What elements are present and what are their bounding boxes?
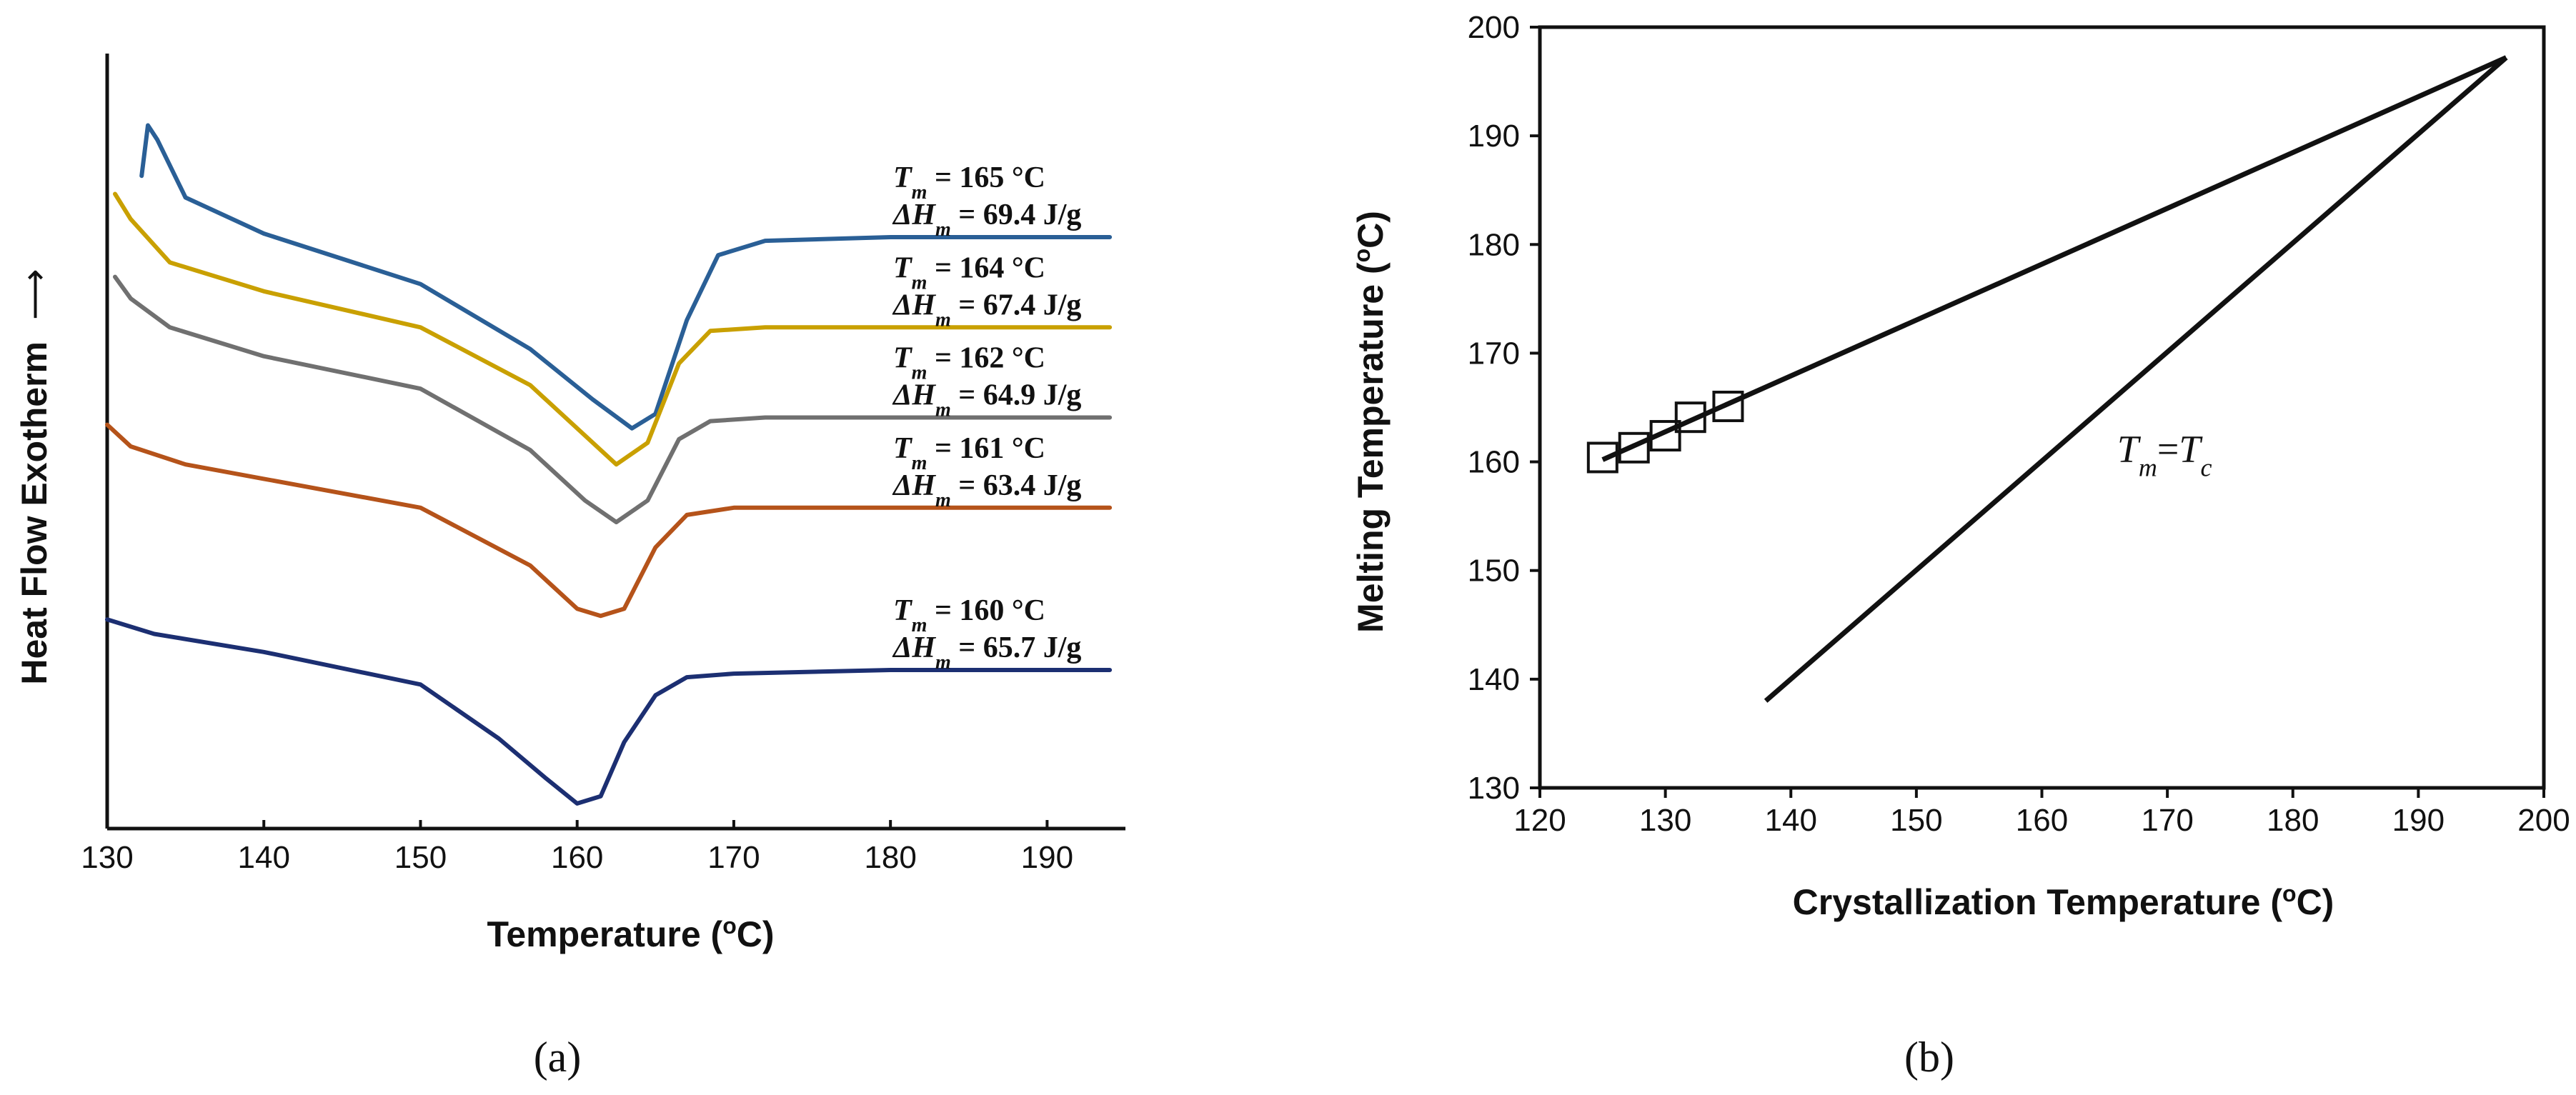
panel-b-x-tick-label: 120 — [1513, 803, 1566, 838]
panel-b-ticks: 120 130 140 150 160 170 180 190 2001301401501601… — [1468, 10, 2570, 838]
panel-b-y-tick-label: 200 — [1468, 10, 1520, 45]
panel-b-x-tick-label: 180 — [2267, 803, 2319, 838]
tm-annotation: Tm = 161 °C — [893, 432, 1045, 474]
panel-b-x-tick-label: 140 — [1765, 803, 1817, 838]
enthalpy-annotation: ΔHm = 65.7 J/g — [892, 631, 1081, 674]
data-point-square — [1649, 420, 1681, 452]
dsc-curve-5 — [105, 617, 1113, 806]
panel-b-label: (b) — [1904, 1034, 1954, 1081]
panel-a-x-tick-label: 190 — [1021, 840, 1073, 875]
tm-annotation: Tm = 162 °C — [893, 342, 1045, 384]
data-point-square — [1712, 390, 1744, 422]
enthalpy-annotation: ΔHm = 64.9 J/g — [892, 379, 1081, 421]
panel-b-y-tick-label: 160 — [1468, 445, 1520, 480]
panel-a-x-tick-label: 170 — [707, 840, 760, 875]
panel-b-y-tick-label: 140 — [1468, 662, 1520, 697]
data-point-square — [1618, 431, 1650, 464]
panel-b-y-tick-label: 150 — [1468, 554, 1520, 589]
panel-b-y-tick-label: 180 — [1468, 227, 1520, 262]
panel-a-x-tick-label: 160 — [551, 840, 603, 875]
enthalpy-annotation: ΔHm = 69.4 J/g — [892, 199, 1081, 241]
data-point-square — [1674, 401, 1706, 434]
panel-b-x-tick-label: 160 — [2016, 803, 2068, 838]
panel-b-x-tick-label: 130 — [1639, 803, 1691, 838]
panel-b-x-axis-label: Crystallization Temperature (oC) — [1793, 881, 2334, 922]
panel-b-x-tick-label: 170 — [2141, 803, 2193, 838]
panel-a-series — [105, 123, 1113, 806]
tm-equals-tc-annotation: Tm=Tc — [2117, 428, 2212, 482]
panel-b-x-tick-label: 200 — [2517, 803, 2570, 838]
panel-b-y-tick-label: 190 — [1468, 119, 1520, 154]
data-point-square — [1586, 441, 1618, 474]
tm-equals-tc-line — [1764, 55, 2508, 703]
panel-b-y-axis-label: Melting Temperature (oC) — [1349, 211, 1391, 633]
panel-a-x-tick-label: 140 — [238, 840, 290, 875]
panel-a-label: (a) — [534, 1034, 582, 1081]
panel-a-y-axis-label: Heat Flow Exotherm⟶ — [14, 269, 54, 684]
panel-b-data-points — [1586, 390, 1744, 474]
dsc-curve-4 — [105, 422, 1113, 619]
tm-annotation: Tm = 165 °C — [893, 161, 1045, 204]
panel-a-x-axis-label: Temperature (oC) — [487, 913, 774, 954]
panel-b-y-tick-label: 170 — [1468, 336, 1520, 371]
panel-a-x-tick-label: 130 — [81, 840, 133, 875]
panel-b-plot-frame — [1538, 25, 2546, 790]
dsc-curve-1 — [139, 123, 1113, 431]
panel-b-chart: 120 130 140 150 160 170 180 190 2001301401501601… — [1349, 10, 2570, 1081]
tm-annotation: Tm = 160 °C — [893, 594, 1045, 636]
panel-a-x-ticks: 130 140 150 160 170 180 190 — [81, 820, 1073, 875]
dsc-curve-2 — [113, 191, 1113, 467]
panel-b-x-tick-label: 150 — [1890, 803, 1942, 838]
panel-a-x-tick-label: 180 — [864, 840, 916, 875]
enthalpy-annotation: ΔHm = 63.4 J/g — [892, 469, 1081, 511]
panel-b-x-tick-label: 190 — [2392, 803, 2445, 838]
dsc-curve-3 — [113, 274, 1113, 524]
enthalpy-annotation: ΔHm = 67.4 J/g — [892, 289, 1081, 331]
panel-b-y-tick-label: 130 — [1468, 771, 1520, 806]
fit-line — [1601, 55, 2507, 462]
tm-annotation: Tm = 164 °C — [893, 251, 1045, 294]
panel-a-x-tick-label: 150 — [394, 840, 447, 875]
